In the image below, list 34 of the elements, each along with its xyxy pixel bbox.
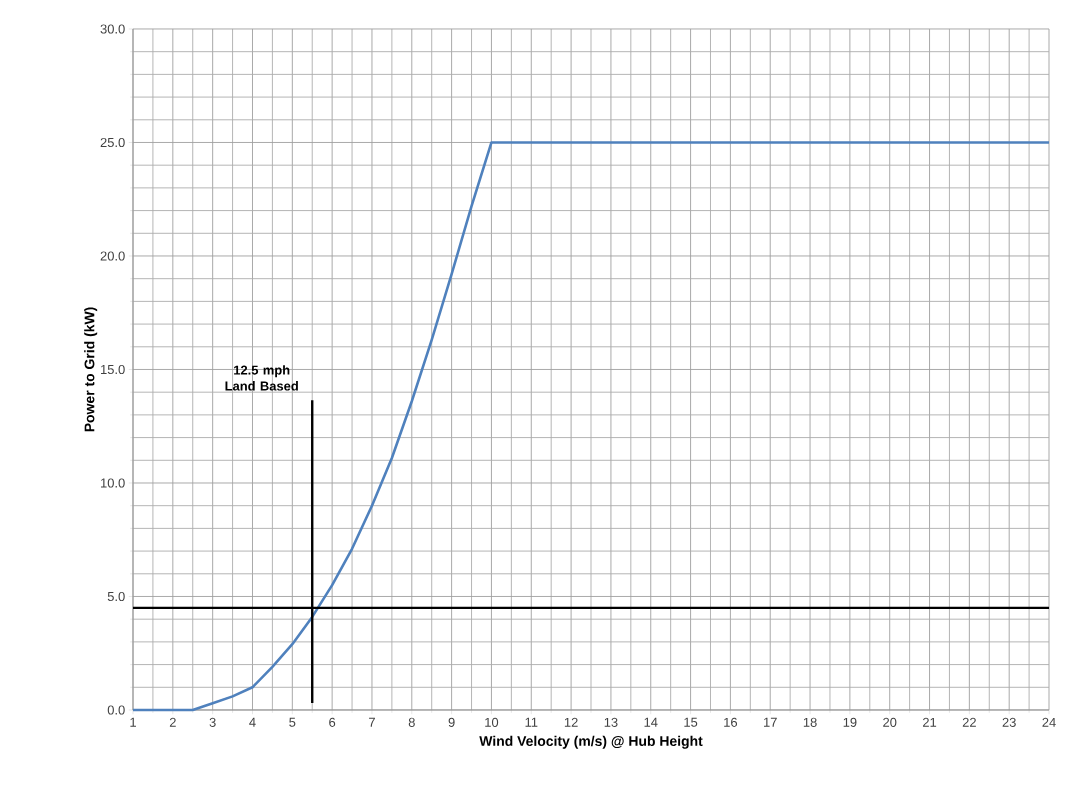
x-tick-label: 18	[803, 717, 817, 727]
x-tick-label: 5	[289, 717, 296, 727]
x-tick-label: 14	[644, 717, 658, 727]
x-tick-label: 15	[684, 717, 698, 727]
x-tick-label: 2	[169, 717, 176, 727]
x-tick-label: 3	[209, 717, 216, 727]
x-tick-label: 8	[408, 717, 415, 727]
y-tick-label: 0.0	[107, 705, 125, 715]
y-tick-label: 5.0	[107, 591, 125, 602]
x-tick-label: 16	[724, 717, 738, 727]
y-tick-label: 15.0	[101, 364, 125, 375]
x-tick-label: 22	[962, 717, 976, 727]
x-tick-label: 13	[604, 717, 618, 727]
x-tick-label: 19	[843, 717, 857, 727]
x-tick-label: 1	[130, 717, 136, 727]
x-tick-label: 10	[485, 717, 499, 727]
ref-line-label: 12.5 mph Land Based	[225, 365, 298, 391]
x-axis-title: Wind Velocity (m/s) @ Hub Height	[479, 735, 703, 749]
x-tick-label: 20	[883, 717, 897, 727]
y-tick-label: 20.0	[100, 251, 125, 261]
y-tick-label: 30.0	[100, 24, 125, 34]
x-tick-label: 24	[1042, 717, 1056, 727]
y-axis-title: Power to Grid (kW)	[84, 307, 98, 432]
x-tick-label: 12	[564, 717, 578, 727]
x-tick-label: 4	[249, 717, 256, 727]
x-tick-label: 9	[448, 717, 455, 727]
x-tick-label: 21	[922, 717, 937, 727]
x-tick-label: 17	[764, 717, 777, 727]
x-tick-label: 23	[1002, 717, 1016, 727]
y-tick-label: 10.0	[101, 478, 125, 488]
x-tick-label: 6	[329, 717, 336, 727]
y-tick-label: 25.0	[100, 137, 125, 148]
x-tick-label: 7	[369, 717, 375, 727]
x-tick-label: 11	[525, 717, 538, 727]
